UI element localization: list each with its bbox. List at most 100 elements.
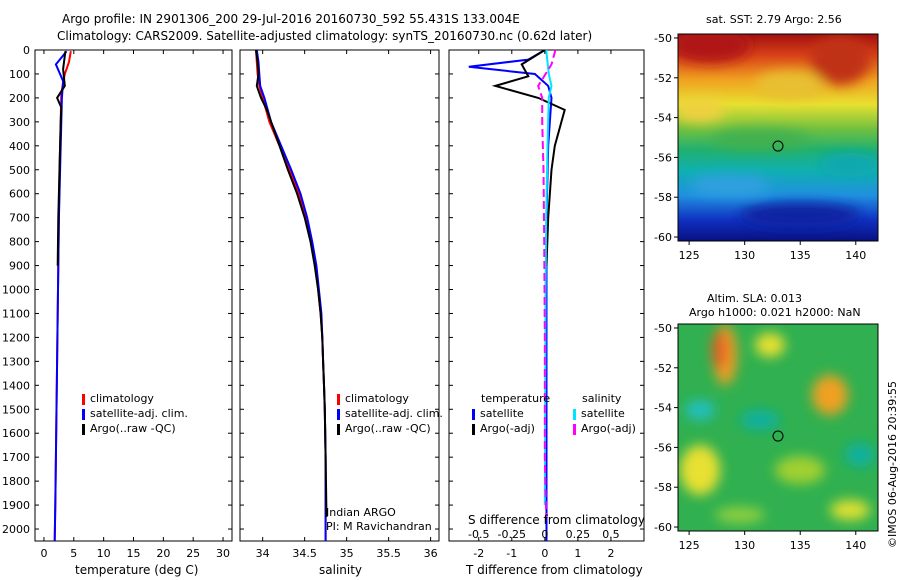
legend-item-argo: Argo(..raw -QC): [82, 421, 188, 436]
legend-item-climatology: climatology: [337, 391, 443, 406]
depth-tick-label: 1400: [2, 379, 30, 392]
legend-item-climatology: climatology: [82, 391, 188, 406]
legend-item-s-argo: Argo(-adj): [573, 421, 636, 436]
title-line-2: Climatology: CARS2009. Satellite-adjuste…: [57, 29, 593, 43]
series-line-argo-raw-qc-: [255, 50, 328, 518]
series-line-s-satellite: [543, 50, 553, 506]
salinity-xlabel: salinity: [319, 563, 363, 577]
legend-item-t-satellite: satellite: [472, 406, 550, 421]
temperature-x-tick-label: 20: [156, 547, 170, 560]
map-lat-label: -60: [654, 231, 672, 244]
diff-s-x-tick-label: -0.25: [498, 528, 526, 541]
depth-tick-label: 300: [9, 116, 30, 129]
salinity-x-tick-label: 35: [340, 547, 354, 560]
annotation-line-1: Indian ARGO: [326, 506, 396, 519]
diff-t-x-tick-label: -1: [506, 547, 517, 560]
depth-tick-label: 1100: [2, 307, 30, 320]
map-lon-label: 125: [679, 249, 700, 262]
series-line-t-argo-adj-: [491, 50, 566, 266]
depth-tick-label: 1800: [2, 475, 30, 488]
series-line-t-satellite: [468, 50, 553, 541]
temperature-panel-frame: [34, 49, 233, 542]
sla-map-title-2: Argo h1000: 0.021 h2000: NaN: [689, 306, 861, 319]
salinity-legend: climatology satellite-adj. clim. Argo(..…: [337, 391, 443, 436]
argo-location-marker: [772, 430, 784, 442]
map-lon-label: 130: [734, 539, 755, 552]
map-lat-label: -56: [654, 151, 672, 164]
map-lat-label: -50: [654, 32, 672, 45]
diff-t-x-tick-label: 0: [541, 547, 548, 560]
map-lon-label: 135: [790, 539, 811, 552]
legend-item-argo: Argo(..raw -QC): [337, 421, 443, 436]
diff-xlabel-bottom: T difference from climatology: [466, 563, 643, 577]
diff-s-x-tick-label: 0.5: [602, 528, 620, 541]
diff-s-x-tick-label: 0.25: [566, 528, 591, 541]
series-line-climatology: [255, 50, 327, 541]
depth-tick-label: 700: [9, 212, 30, 225]
argo-location-marker: [772, 140, 784, 152]
depth-tick-label: 1000: [2, 284, 30, 297]
map-lon-label: 140: [845, 539, 866, 552]
diff-xlabel-top: S difference from climatology: [468, 513, 645, 527]
temperature-legend: climatology satellite-adj. clim. Argo(..…: [82, 391, 188, 436]
series-line-s-argo-adj-: [537, 50, 557, 518]
salinity-x-tick-label: 34.5: [292, 547, 317, 560]
diff-temperature-legend: temperature satellite Argo(-adj): [472, 391, 550, 436]
salinity-x-tick-label: 36: [424, 547, 438, 560]
sst-map-title: sat. SST: 2.79 Argo: 2.56: [706, 13, 842, 26]
diff-t-x-tick-label: -2: [473, 547, 484, 560]
series-line-satellite-adj-clim-: [255, 50, 327, 541]
map-lat-label: -52: [654, 72, 672, 85]
depth-tick-label: 2000: [2, 523, 30, 536]
title-line-1: Argo profile: IN 2901306_200 29-Jul-2016…: [62, 12, 520, 26]
temperature-x-tick-label: 25: [186, 547, 200, 560]
temperature-x-tick-label: 15: [127, 547, 141, 560]
depth-tick-label: 1600: [2, 427, 30, 440]
map-lat-label: -58: [654, 481, 672, 494]
salinity-x-tick-label: 34: [256, 547, 270, 560]
depth-tick-label: 900: [9, 260, 30, 273]
imos-stamp: ©IMOS 06-Aug-2016 20:39:55: [886, 381, 899, 548]
legend-item-satellite-clim: satellite-adj. clim.: [82, 406, 188, 421]
map-lat-label: -50: [654, 322, 672, 335]
map-lat-label: -58: [654, 191, 672, 204]
legend-item-satellite-clim: satellite-adj. clim.: [337, 406, 443, 421]
legend-title-salinity: salinity: [582, 392, 622, 405]
depth-tick-label: 800: [9, 236, 30, 249]
map-lat-label: -60: [654, 521, 672, 534]
sst-map-field: [678, 34, 878, 241]
depth-tick-label: 1500: [2, 403, 30, 416]
temperature-x-tick-label: 10: [97, 547, 111, 560]
depth-tick-label: 600: [9, 188, 30, 201]
depth-tick-label: 200: [9, 92, 30, 105]
depth-tick-label: 0: [23, 44, 30, 57]
diff-t-x-tick-label: 1: [574, 547, 581, 560]
depth-tick-label: 1300: [2, 355, 30, 368]
sla-map-field: [678, 324, 878, 531]
temperature-xlabel: temperature (deg C): [75, 563, 199, 577]
map-lon-label: 130: [734, 249, 755, 262]
depth-tick-label: 1900: [2, 499, 30, 512]
salinity-annotation: Indian ARGO PI: M Ravichandran: [326, 506, 432, 534]
diff-t-x-tick-label: 2: [607, 547, 614, 560]
map-lon-label: 135: [790, 249, 811, 262]
depth-tick-label: 1700: [2, 451, 30, 464]
map-lon-label: 140: [845, 249, 866, 262]
salinity-panel-frame: [239, 49, 440, 542]
legend-item-t-argo: Argo(-adj): [472, 421, 550, 436]
annotation-line-2: PI: M Ravichandran: [326, 520, 432, 533]
temperature-x-tick-label: 5: [70, 547, 77, 560]
diff-salinity-legend: salinity satellite Argo(-adj): [573, 391, 636, 436]
salinity-x-tick-label: 35.5: [376, 547, 401, 560]
sla-map-title-1: Altim. SLA: 0.013: [707, 292, 803, 305]
map-lat-label: -54: [654, 402, 672, 415]
legend-title-temperature: temperature: [481, 392, 551, 405]
depth-tick-label: 400: [9, 140, 30, 153]
temperature-x-tick-label: 30: [216, 547, 230, 560]
sst-map-frame: [677, 33, 879, 242]
depth-tick-label: 1200: [2, 331, 30, 344]
diff-s-x-tick-label: 0: [541, 528, 548, 541]
temperature-x-tick-label: 0: [40, 547, 47, 560]
map-lat-label: -52: [654, 362, 672, 375]
